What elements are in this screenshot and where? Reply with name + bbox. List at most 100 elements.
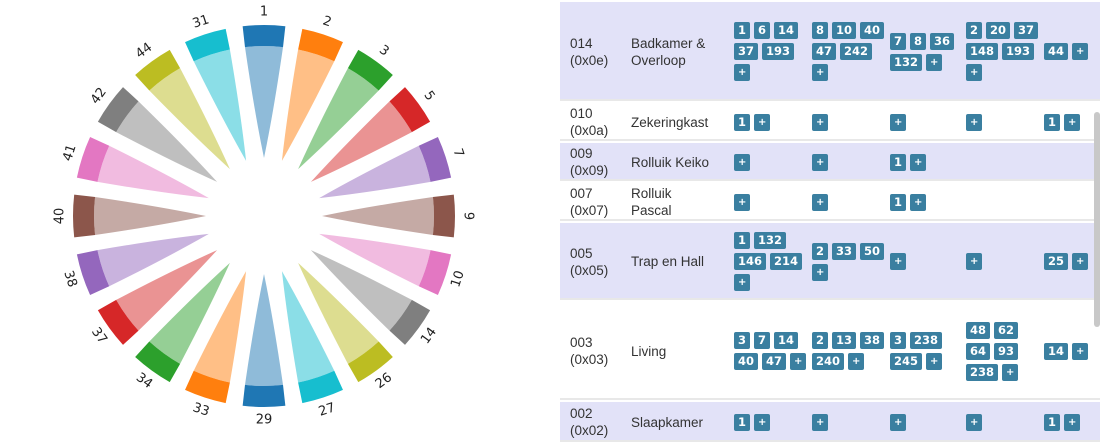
add-link-button[interactable]: + <box>812 413 829 431</box>
add-link-button[interactable]: + <box>890 413 907 431</box>
link-badge[interactable]: 25 <box>1044 253 1069 270</box>
chord-arc-33[interactable] <box>185 370 230 404</box>
link-badge[interactable]: 148 <box>966 43 999 60</box>
link-badge[interactable]: 50 <box>860 242 885 260</box>
link-badge[interactable]: 7 <box>754 332 771 349</box>
chord-arc-34[interactable] <box>135 341 181 383</box>
link-badge[interactable]: 8 <box>910 32 927 50</box>
chord-arc-29[interactable] <box>242 384 286 407</box>
link-badge[interactable]: 238 <box>910 332 943 349</box>
chord-arc-14[interactable] <box>389 299 431 345</box>
add-link-button[interactable]: + <box>734 153 751 171</box>
add-link-button[interactable]: + <box>790 353 807 370</box>
link-badge[interactable]: 3 <box>734 332 751 349</box>
link-badge[interactable]: 1 <box>734 22 751 39</box>
add-link-button[interactable]: + <box>1064 113 1081 131</box>
link-badge[interactable]: 38 <box>860 332 885 349</box>
chord-arc-5[interactable] <box>389 87 431 133</box>
chord-arc-1[interactable] <box>242 24 286 48</box>
add-link-button[interactable]: + <box>754 413 771 431</box>
link-badge[interactable]: 238 <box>966 363 999 381</box>
add-link-button[interactable]: + <box>1002 363 1019 381</box>
add-link-button[interactable]: + <box>812 193 829 211</box>
link-badge[interactable]: 1 <box>1044 113 1061 131</box>
add-link-button[interactable]: + <box>734 193 751 211</box>
chord-arc-26[interactable] <box>347 341 393 383</box>
chord-arc-31[interactable] <box>185 28 230 62</box>
link-badge[interactable]: 44 <box>1044 43 1069 60</box>
link-badge[interactable]: 13 <box>832 332 857 349</box>
link-badge[interactable]: 7 <box>890 32 907 50</box>
add-link-button[interactable]: + <box>754 113 771 131</box>
add-link-button[interactable]: + <box>966 413 983 431</box>
link-badge[interactable]: 240 <box>812 353 845 370</box>
link-badge[interactable]: 64 <box>966 342 991 360</box>
chord-arc-9[interactable] <box>432 194 455 238</box>
link-badge[interactable]: 245 <box>890 353 923 370</box>
add-link-button[interactable]: + <box>734 274 751 291</box>
add-link-button[interactable]: + <box>910 193 927 211</box>
add-link-button[interactable]: + <box>812 153 829 171</box>
link-badge[interactable]: 48 <box>966 321 991 339</box>
link-badge[interactable]: 62 <box>994 321 1019 339</box>
add-link-button[interactable]: + <box>812 263 829 281</box>
link-badge[interactable]: 2 <box>966 22 983 39</box>
add-link-button[interactable]: + <box>966 64 983 81</box>
link-badge[interactable]: 37 <box>734 43 759 60</box>
link-badge[interactable]: 14 <box>774 332 799 349</box>
link-badge[interactable]: 40 <box>860 22 885 39</box>
add-link-button[interactable]: + <box>890 253 907 270</box>
link-badge[interactable]: 242 <box>840 43 873 60</box>
link-badge[interactable]: 20 <box>986 22 1011 39</box>
scrollbar[interactable] <box>1094 112 1100 327</box>
link-badge[interactable]: 1 <box>734 413 751 431</box>
link-badge[interactable]: 6 <box>754 22 771 39</box>
link-badge[interactable]: 132 <box>754 232 787 249</box>
link-badge[interactable]: 40 <box>734 353 759 370</box>
link-badge[interactable]: 8 <box>812 22 829 39</box>
add-link-button[interactable]: + <box>966 113 983 131</box>
add-link-button[interactable]: + <box>926 53 943 71</box>
link-badge[interactable]: 1 <box>890 193 907 211</box>
chord-arc-7[interactable] <box>418 137 452 182</box>
add-link-button[interactable]: + <box>910 153 927 171</box>
add-link-button[interactable]: + <box>966 253 983 270</box>
chord-arc-37[interactable] <box>97 299 139 345</box>
add-link-button[interactable]: + <box>890 113 907 131</box>
add-link-button[interactable]: + <box>1072 342 1089 360</box>
link-badge[interactable]: 14 <box>774 22 799 39</box>
add-link-button[interactable]: + <box>1064 413 1081 431</box>
add-link-button[interactable]: + <box>812 64 829 81</box>
chord-arc-42[interactable] <box>97 87 139 133</box>
link-badge[interactable]: 132 <box>890 53 923 71</box>
chord-arc-41[interactable] <box>76 137 110 182</box>
link-badge[interactable]: 47 <box>812 43 837 60</box>
link-badge[interactable]: 14 <box>1044 342 1069 360</box>
link-badge[interactable]: 2 <box>812 242 829 260</box>
link-badge[interactable]: 37 <box>1014 22 1039 39</box>
link-badge[interactable]: 93 <box>994 342 1019 360</box>
link-badge[interactable]: 214 <box>770 253 803 270</box>
chord-arc-2[interactable] <box>298 28 343 62</box>
link-badge[interactable]: 1 <box>890 153 907 171</box>
link-badge[interactable]: 2 <box>812 332 829 349</box>
link-badge[interactable]: 193 <box>762 43 795 60</box>
link-badge[interactable]: 146 <box>734 253 767 270</box>
link-badge[interactable]: 10 <box>832 22 857 39</box>
link-badge[interactable]: 47 <box>762 353 787 370</box>
chord-arc-40[interactable] <box>73 194 96 238</box>
add-link-button[interactable]: + <box>812 113 829 131</box>
link-badge[interactable]: 1 <box>734 232 751 249</box>
chord-arc-3[interactable] <box>347 49 393 91</box>
link-badge[interactable]: 36 <box>930 32 955 50</box>
add-link-button[interactable]: + <box>926 353 943 370</box>
add-link-button[interactable]: + <box>848 353 865 370</box>
add-link-button[interactable]: + <box>734 64 751 81</box>
link-badge[interactable]: 1 <box>734 113 751 131</box>
chord-arc-38[interactable] <box>76 250 110 295</box>
chord-arc-10[interactable] <box>418 250 452 295</box>
link-badge[interactable]: 33 <box>832 242 857 260</box>
chord-arc-27[interactable] <box>298 370 343 404</box>
link-badge[interactable]: 1 <box>1044 413 1061 431</box>
add-link-button[interactable]: + <box>1072 43 1089 60</box>
